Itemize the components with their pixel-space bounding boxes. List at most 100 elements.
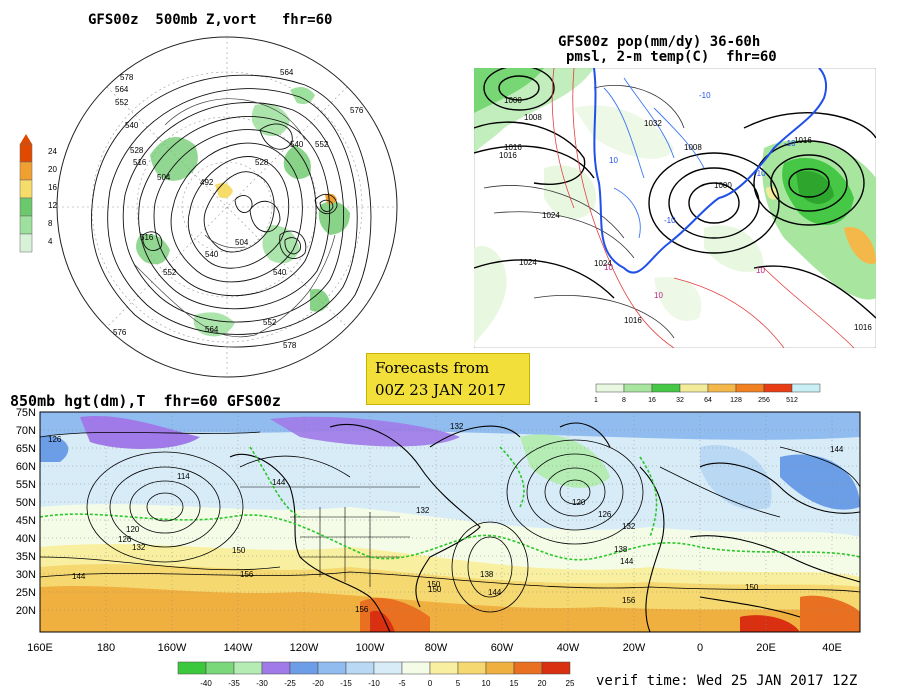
freezing-contour bbox=[593, 68, 828, 274]
height-label: 132 bbox=[416, 506, 430, 515]
contour-label: 576 bbox=[350, 106, 364, 115]
longitude-label: 40W bbox=[557, 642, 580, 654]
panel2-title-line1: GFS00z pop(mm/dy) 36-60h bbox=[558, 34, 761, 50]
colorbar-tick: 16 bbox=[648, 397, 656, 404]
colorbar-swatch bbox=[317, 661, 347, 675]
coastlines bbox=[134, 98, 336, 338]
colorbar-swatch bbox=[791, 383, 821, 393]
longitude-label: 0 bbox=[697, 642, 703, 654]
longitude-label: 80W bbox=[425, 642, 448, 654]
colorbar-tick: -35 bbox=[228, 679, 240, 688]
pressure-label: 1016 bbox=[499, 151, 517, 160]
pressure-label: 1000 bbox=[504, 96, 522, 105]
colorbar-tick: 16 bbox=[48, 183, 57, 192]
colorbar-swatch bbox=[763, 383, 793, 393]
contour-label: 540 bbox=[125, 121, 139, 130]
panel1-map-svg: 578 564 552 540 528 516 504 492 528 540 … bbox=[56, 36, 398, 378]
panel3-colorbar-svg: -40 -35 -30 -25 -20 -15 -10 -5 0 5 10 15 20 25 bbox=[177, 661, 575, 688]
longitude-label: 20W bbox=[623, 642, 646, 654]
panel3-plot-area bbox=[40, 412, 860, 632]
height-label: 126 bbox=[598, 510, 612, 519]
colorbar-swatch bbox=[513, 661, 543, 675]
contour-label: 492 bbox=[200, 178, 214, 187]
longitude-label: 140W bbox=[224, 642, 253, 654]
colorbar-swatch bbox=[707, 383, 737, 393]
contour-label: 576 bbox=[113, 328, 127, 337]
colorbar-swatch bbox=[233, 661, 263, 675]
colorbar-tick: 64 bbox=[704, 397, 712, 404]
panel1-colorbar-svg: 24 20 16 12 8 4 bbox=[19, 134, 57, 253]
freezing-line bbox=[40, 446, 860, 561]
colorbar-tick: 8 bbox=[622, 397, 626, 404]
pressure-label: 1016 bbox=[624, 316, 642, 325]
contour-label: 578 bbox=[120, 73, 134, 82]
temperature-label: 10 bbox=[609, 156, 618, 165]
colorbar-swatch bbox=[595, 383, 625, 393]
height-contours bbox=[40, 431, 860, 613]
hemisphere-content bbox=[57, 37, 397, 377]
height-label: 114 bbox=[177, 472, 190, 481]
longitude-label: 160W bbox=[158, 642, 187, 654]
colorbar-swatch bbox=[177, 661, 207, 675]
colorbar-tick: 1 bbox=[594, 397, 598, 404]
contour-label: 516 bbox=[133, 158, 147, 167]
height-label: 150 bbox=[232, 546, 246, 555]
pressure-label: 1032 bbox=[644, 119, 662, 128]
colorbar-swatch bbox=[19, 143, 33, 163]
warm-temp-contours bbox=[551, 68, 855, 348]
pressure-label: 1016 bbox=[854, 323, 872, 332]
latitude-label: 25N bbox=[16, 587, 36, 599]
colorbar-tick: 15 bbox=[510, 679, 519, 688]
colorbar-tick: -15 bbox=[340, 679, 352, 688]
colorbar-tick: 4 bbox=[48, 237, 53, 246]
colorbar-tick: -10 bbox=[368, 679, 380, 688]
contour-label: 552 bbox=[315, 140, 329, 149]
colorbar-swatch bbox=[679, 383, 709, 393]
thin-pressure-contours bbox=[483, 85, 685, 339]
panel2-map-svg: 1000 1008 1016 1024 1032 1024 1016 1008 … bbox=[474, 68, 876, 348]
colorbar-swatch bbox=[19, 233, 33, 253]
height-label: 150 bbox=[427, 580, 441, 589]
colorbar-swatch bbox=[735, 383, 765, 393]
longitude-label: 60W bbox=[491, 642, 514, 654]
colorbar-tick: 8 bbox=[48, 219, 53, 228]
latitude-label: 50N bbox=[16, 497, 36, 509]
contour-label: 540 bbox=[205, 250, 219, 259]
colorbar-swatch bbox=[19, 215, 33, 235]
height-label: 144 bbox=[488, 588, 502, 597]
temperature-label: -10 bbox=[754, 169, 766, 178]
latitude-label: 20N bbox=[16, 605, 36, 617]
height-label: 126 bbox=[118, 535, 132, 544]
colorbar-tick: -40 bbox=[200, 679, 212, 688]
pressure-label: 1016 bbox=[504, 143, 522, 152]
contour-label: 504 bbox=[157, 173, 171, 182]
colorbar-tick: 20 bbox=[538, 679, 547, 688]
height-label: 132 bbox=[450, 422, 464, 431]
colorbar-tick: 256 bbox=[758, 397, 770, 404]
forecast-init-line1: Forecasts from bbox=[375, 359, 490, 377]
borders bbox=[240, 486, 420, 587]
longitude-label: 40E bbox=[822, 642, 842, 654]
colorbar-tick: -5 bbox=[398, 679, 406, 688]
pressure-label: 1016 bbox=[794, 136, 812, 145]
height-label: 156 bbox=[240, 570, 254, 579]
pressure-label: 1024 bbox=[519, 258, 537, 267]
forecast-init-line2: 00Z 23 JAN 2017 bbox=[375, 381, 507, 399]
panel1-title: GFS00z 500mb Z,vort fhr=60 bbox=[88, 12, 333, 28]
pressure-label: 1000 bbox=[714, 181, 732, 190]
height-label: 138 bbox=[480, 570, 494, 579]
longitude-label: 100W bbox=[356, 642, 385, 654]
colorbar-swatch bbox=[205, 661, 235, 675]
temperature-labels: 10 -10 10 -10 10 -10 10 -10 bbox=[604, 91, 796, 300]
colorbar-tick: 5 bbox=[456, 679, 461, 688]
pressure-label: 1024 bbox=[542, 211, 560, 220]
height-label: 132 bbox=[622, 522, 636, 531]
panel1-colorbar: 24 20 16 12 8 4 bbox=[18, 132, 78, 262]
contour-label: 564 bbox=[280, 68, 294, 77]
latitude-label: 35N bbox=[16, 551, 36, 563]
contour-label: 528 bbox=[255, 158, 269, 167]
colorbar-tick: 24 bbox=[48, 147, 57, 156]
panel1-map: 578 564 552 540 528 516 504 492 528 540 … bbox=[55, 35, 400, 380]
colorbar-tick: 0 bbox=[428, 679, 433, 688]
contour-label: 552 bbox=[263, 318, 277, 327]
